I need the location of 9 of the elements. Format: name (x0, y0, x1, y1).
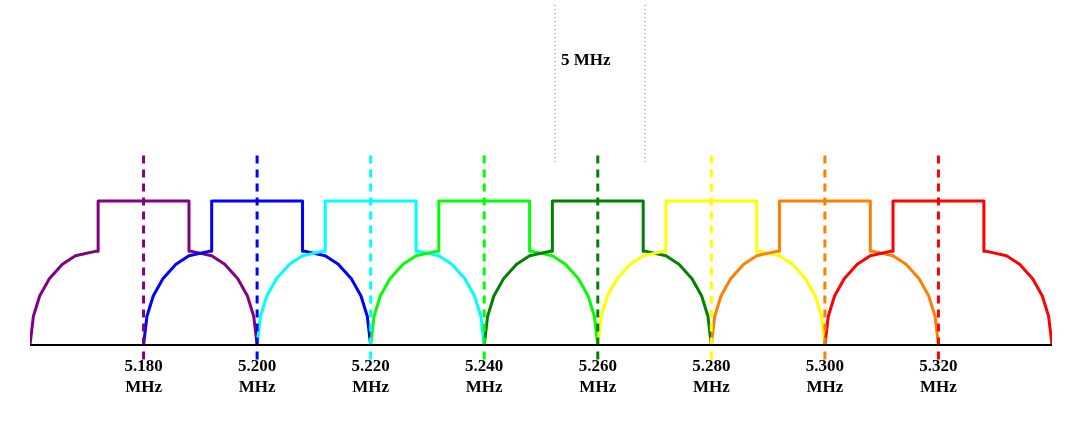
x-tick-label: 5.220 MHz (351, 356, 390, 396)
x-tick-label: 5.300 MHz (805, 356, 845, 396)
x-tick-label: 5.280 MHz (692, 356, 731, 396)
x-tick-label: 5.320 MHz (919, 356, 958, 396)
x-tick-label: 5.200 MHz (237, 356, 277, 396)
x-tick-label: 5.260 MHz (578, 356, 617, 396)
text: 5 MHz (561, 50, 611, 70)
x-tick-label: 5.180 MHz (124, 356, 163, 396)
x-tick-label: 5.240 MHz (465, 356, 504, 396)
